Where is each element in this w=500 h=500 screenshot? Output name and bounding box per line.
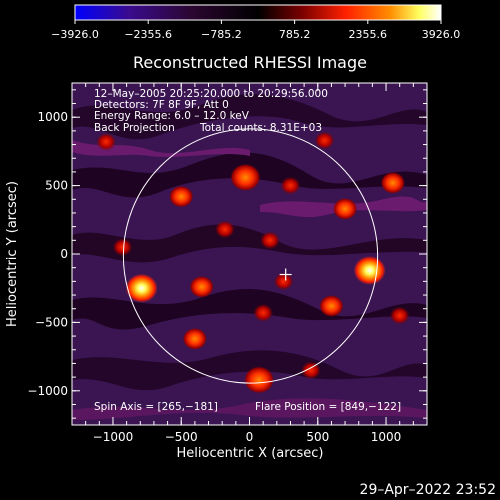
- total-counts-text: Total counts: 8.31E+03: [199, 122, 322, 134]
- spin-axis-marker: [279, 268, 292, 281]
- colorbar-tick-label: 785.2: [279, 28, 311, 41]
- x-tick-label: 1000: [371, 430, 402, 444]
- emission-source: [319, 295, 344, 317]
- chart-title: Reconstructed RHESSI Image: [133, 53, 367, 72]
- colorbar-tick-label: −2355.6: [124, 28, 172, 41]
- x-tick-label: 500: [306, 430, 329, 444]
- colorbar-tick-label: −3926.0: [51, 28, 99, 41]
- detectors-text: Detectors: 7F 8F 9F, Att 0: [94, 99, 229, 111]
- spin-axis-text: Spin Axis = [265,−181]: [94, 401, 218, 413]
- emission-source: [112, 238, 133, 257]
- emission-source: [314, 131, 335, 150]
- emission-source: [214, 220, 235, 239]
- solar-limb-circle: [122, 128, 379, 384]
- time-range-text: 12–May–2005 20:25:20.000 to 20:29:56.000: [94, 88, 328, 100]
- x-tick-labels: −1000 −500 0 500 1000: [93, 430, 402, 444]
- colorbar-tick-label: 2355.6: [349, 28, 388, 41]
- y-tick-label: 500: [45, 179, 68, 193]
- flare-position-text: Flare Position = [849,−122]: [255, 401, 401, 413]
- colorbar-ticks: [74, 20, 442, 24]
- emission-source: [333, 198, 358, 220]
- y-tick-label: −500: [35, 315, 68, 329]
- footer-date: 29–Apr–2022 23:52: [360, 482, 496, 498]
- emission-source: [230, 163, 261, 191]
- emission-source: [125, 273, 158, 303]
- x-tick-label: 0: [246, 430, 254, 444]
- y-tick-label: 1000: [37, 110, 68, 124]
- emission-source: [253, 303, 274, 322]
- emission-source: [259, 231, 280, 250]
- emission-sources: [96, 131, 410, 394]
- method-text: Back Projection: [94, 122, 175, 134]
- colorbar: [74, 4, 442, 21]
- y-tick-labels: 1000 500 0 −500 −1000: [27, 110, 68, 398]
- emission-source: [169, 185, 194, 208]
- y-tick-label: 0: [60, 247, 68, 261]
- emission-source: [96, 132, 117, 151]
- axis-ticks: [72, 83, 427, 425]
- colorbar-tick-label: 3926.0: [422, 28, 461, 41]
- emission-source: [244, 366, 275, 394]
- x-tick-label: −500: [165, 430, 198, 444]
- emission-source: [380, 172, 405, 194]
- y-axis-label: Heliocentric Y (arcsec): [5, 181, 20, 327]
- emission-source: [389, 306, 410, 325]
- emission-source: [353, 256, 386, 285]
- emission-source: [280, 176, 301, 195]
- emission-source: [182, 328, 207, 350]
- x-tick-label: −1000: [93, 430, 134, 444]
- colorbar-tick-label: −785.2: [201, 28, 242, 41]
- y-tick-label: −1000: [27, 384, 68, 398]
- colorbar-labels: −3926.0 −2355.6 −785.2 785.2 2355.6 3926.0: [51, 28, 460, 41]
- emission-source: [273, 272, 294, 291]
- emission-source: [300, 361, 321, 380]
- x-axis-label: Heliocentric X (arcsec): [177, 446, 324, 461]
- energy-range-text: Energy Range: 6.0 – 12.0 keV: [94, 110, 250, 122]
- emission-source: [189, 276, 214, 298]
